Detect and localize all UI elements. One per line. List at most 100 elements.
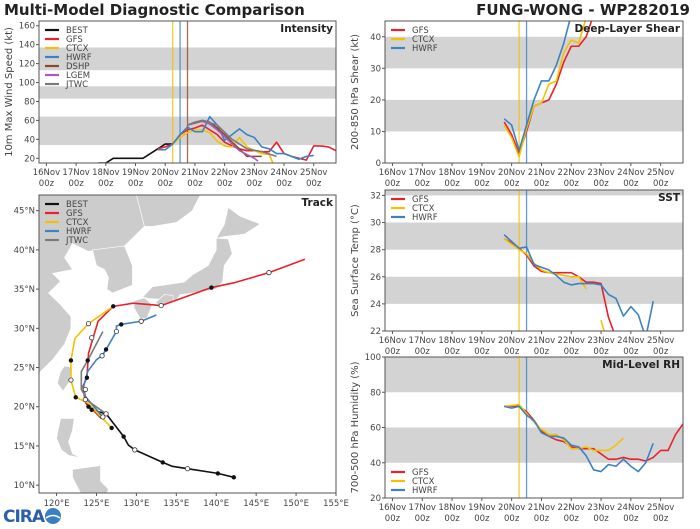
x-tick-label: 22Nov 00z <box>558 503 585 524</box>
legend-label: DSHP <box>66 62 89 72</box>
x-tick-label: 25Nov 00z <box>300 168 327 189</box>
logo-text: CIRA <box>3 507 46 525</box>
x-tick-label: 22Nov 00z <box>558 168 585 189</box>
x-tick-label: 23Nov 00z <box>587 503 614 524</box>
x-tick-label: 21Nov 00z <box>528 168 555 189</box>
y-tick-label: 30 <box>370 64 381 74</box>
series-line-jtwc <box>187 119 277 158</box>
series-line-ctcx <box>503 238 587 290</box>
y-tick-label: 20°N <box>14 403 35 413</box>
x-tick-label: 22Nov 00z <box>211 168 238 189</box>
series-line-ctcx <box>503 21 587 158</box>
x-tick-label: 17Nov 00z <box>409 336 436 357</box>
shaded-band <box>385 222 683 250</box>
legend-label: GFS <box>66 209 83 219</box>
panel-title: Track <box>302 197 334 209</box>
shaded-band <box>385 99 683 132</box>
legend-label: CTCX <box>412 35 435 45</box>
cira-logo: CIRA <box>3 507 61 527</box>
track-point-open <box>132 447 138 453</box>
axes-frame <box>384 20 684 164</box>
land-mass <box>215 207 261 239</box>
series-line-hwrf <box>504 405 654 473</box>
land-mass <box>56 418 89 462</box>
y-tick-label: 40 <box>370 33 381 43</box>
x-tick-label: 16Nov 00z <box>379 336 406 357</box>
x-tick-label: 25Nov 00z <box>647 336 674 357</box>
y-tick-label: 40 <box>24 135 35 145</box>
axes-frame <box>38 20 337 164</box>
y-tick-label: 120 <box>19 60 35 70</box>
x-tick-label: 24Nov 00z <box>617 503 644 524</box>
track-point-filled <box>160 460 165 465</box>
panel-title: Intensity <box>280 23 333 35</box>
y-axis-label: 700-500 hPa Humidity (%) <box>350 361 361 493</box>
legend-label: HWRF <box>66 227 92 237</box>
shaded-band <box>385 427 683 463</box>
y-tick-label: 22 <box>370 327 381 337</box>
track-point-open <box>99 353 105 359</box>
track-point-filled <box>73 395 78 400</box>
shaded-band <box>385 276 683 304</box>
x-tick-label: 155°E <box>323 499 349 509</box>
x-tick-label: 23Nov 00z <box>587 168 614 189</box>
y-tick-label: 40°N <box>14 246 35 256</box>
panel-title: Mid-Level RH <box>602 359 680 371</box>
x-tick-label: 19Nov 00z <box>468 503 495 524</box>
x-tick-label: 18Nov 00z <box>438 503 465 524</box>
track-point-open <box>89 335 95 341</box>
x-tick-label: 24Nov 00z <box>270 168 297 189</box>
panel-title: Deep-Layer Shear <box>574 23 680 35</box>
legend-label: GFS <box>412 26 429 36</box>
y-tick-label: 30°N <box>14 324 35 334</box>
axes-frame <box>38 194 337 494</box>
track-point-open <box>266 270 272 276</box>
series-line-hwrf <box>157 115 314 161</box>
y-tick-label: 0 <box>376 159 381 169</box>
x-tick-label: 16Nov 00z <box>379 503 406 524</box>
x-tick-label: 20Nov 00z <box>498 336 525 357</box>
y-tick-label: 80 <box>370 388 381 398</box>
track-point-filled <box>215 471 221 476</box>
track-point-filled <box>89 407 94 413</box>
track-point-open <box>103 411 109 417</box>
y-tick-label: 28 <box>370 246 381 256</box>
legend-label: HWRF <box>412 44 438 54</box>
track-point-open <box>184 466 191 472</box>
x-tick-label: 125°E <box>84 499 110 509</box>
x-tick-label: 16Nov 00z <box>379 168 406 189</box>
y-tick-label: 100 <box>19 79 35 89</box>
shaded-band <box>385 190 683 196</box>
land-mass <box>57 365 73 392</box>
track-point-filled <box>68 358 74 363</box>
x-tick-label: 20Nov 00z <box>152 168 179 189</box>
x-tick-label: 16Nov 00z <box>33 168 60 189</box>
track-point-filled <box>111 304 116 309</box>
track-point-open <box>138 318 144 324</box>
x-tick-label: 19Nov 00z <box>122 168 149 189</box>
y-tick-label: 35°N <box>14 285 35 295</box>
track-point-open <box>85 321 92 327</box>
x-tick-label: 23Nov 00z <box>587 336 614 357</box>
y-tick-label: 30 <box>370 219 381 229</box>
y-tick-label: 80 <box>24 97 35 107</box>
series-line-jtwc <box>80 331 107 415</box>
track-point-filled <box>84 375 90 380</box>
land-mass <box>72 465 109 493</box>
legend-label: HWRF <box>412 213 438 223</box>
track-point-open <box>113 328 120 335</box>
track-point-filled <box>85 358 90 363</box>
legend-label: CTCX <box>412 477 435 487</box>
y-axis-label: Sea Surface Temp (°C) <box>350 204 361 317</box>
legend-label: HWRF <box>412 486 438 496</box>
y-tick-label: 26 <box>370 273 381 283</box>
track-point-open <box>82 386 88 393</box>
track-point-filled <box>109 425 114 431</box>
x-tick-label: 20Nov 00z <box>498 168 525 189</box>
y-tick-label: 10°N <box>14 481 35 491</box>
y-axis-label: 200-850 hPa Shear (kt) <box>350 34 361 150</box>
